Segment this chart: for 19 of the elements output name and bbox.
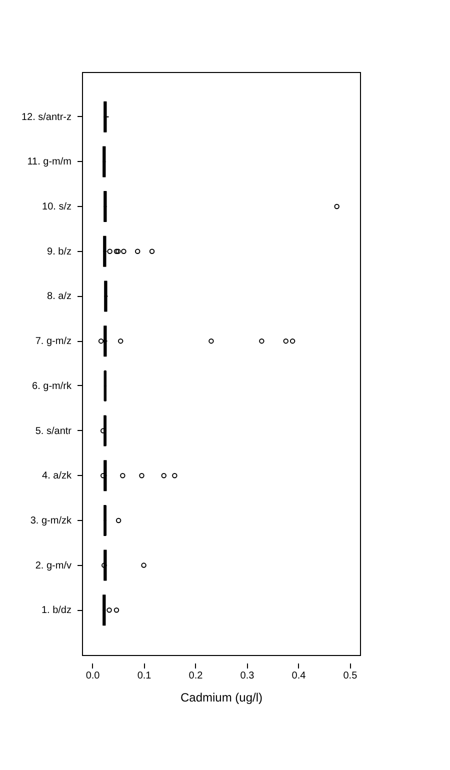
y-tick-label: 4. a/zk <box>42 470 72 482</box>
x-tick-label: 0.0 <box>86 670 100 682</box>
x-tick-label: 0.2 <box>188 670 204 682</box>
x-tick-label: 0.5 <box>343 670 358 682</box>
y-tick-label: 3. g-m/zk <box>30 515 72 526</box>
y-tick-label: 12. s/antr-z <box>21 112 72 123</box>
y-tick-label: 6. g-m/rk <box>32 380 72 392</box>
y-tick-label: 8. a/z <box>47 291 72 302</box>
y-tick-label: 9. b/z <box>47 246 72 258</box>
y-tick-label: 5. s/antr <box>35 426 72 437</box>
x-tick-label: 0.1 <box>137 670 152 682</box>
y-tick-label: 1. b/dz <box>41 605 72 616</box>
y-tick-label: 10. s/z <box>42 202 72 213</box>
y-tick-label: 11. g-m/m <box>27 156 72 168</box>
x-tick-label: 0.3 <box>240 670 255 682</box>
y-tick-label: 7. g-m/z <box>35 336 72 348</box>
x-axis-title: Cadmium (ug/l) <box>180 690 263 704</box>
y-tick-label: 2. g-m/v <box>35 560 72 572</box>
x-tick-label: 0.4 <box>292 670 306 682</box>
